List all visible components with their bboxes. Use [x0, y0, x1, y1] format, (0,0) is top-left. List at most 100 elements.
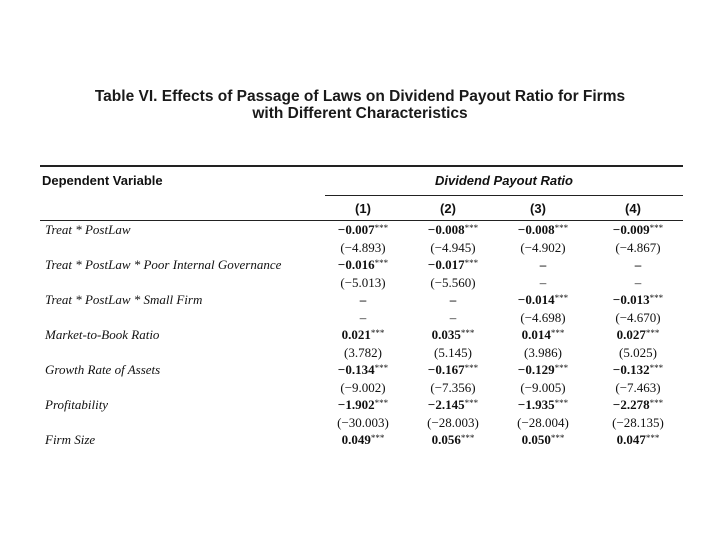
t-statistic-cell: (−30.003) — [337, 415, 389, 430]
significance-stars: *** — [370, 328, 385, 338]
t-statistic-cell: (−4.670) — [615, 310, 661, 325]
t-statistic-cell: (−9.005) — [520, 380, 566, 395]
row-label: Profitability — [45, 397, 109, 412]
table-title-line-2: with Different Characteristics — [252, 105, 468, 122]
coefficient-value: – — [359, 292, 367, 307]
row-label: Treat * PostLaw * Small Firm — [45, 292, 203, 307]
coefficient-value: – — [634, 257, 642, 272]
coefficient-cell: −0.017*** — [408, 257, 498, 273]
significance-stars: *** — [554, 293, 569, 303]
t-statistic-cell: (−28.004) — [517, 415, 569, 430]
coefficient-cell: – — [593, 257, 683, 273]
coefficient-cell: −0.014*** — [498, 292, 588, 308]
t-statistic-cell: (3.986) — [524, 345, 562, 360]
coefficient-value: −0.013 — [612, 292, 650, 307]
coefficient-value: −0.008 — [427, 222, 465, 237]
coefficient-cell: 0.021*** — [318, 327, 408, 343]
significance-stars: *** — [464, 363, 479, 373]
t-statistic-cell: (−9.002) — [340, 380, 386, 395]
t-statistic-cell: (−5.560) — [430, 275, 476, 290]
coefficient-cell: 0.049*** — [318, 432, 408, 448]
coefficient-cell: 0.035*** — [408, 327, 498, 343]
coefficient-cell: −0.013*** — [593, 292, 683, 308]
coefficient-cell: 0.027*** — [593, 327, 683, 343]
coefficient-cell: −1.935*** — [498, 397, 588, 413]
t-statistic-cell: – — [449, 310, 457, 325]
row-label: Growth Rate of Assets — [45, 362, 161, 377]
coefficient-value: −0.017 — [427, 257, 465, 272]
significance-stars: *** — [550, 433, 565, 443]
t-statistic-cell: – — [539, 275, 547, 290]
significance-stars: *** — [645, 328, 660, 338]
coefficient-cell: −0.134*** — [318, 362, 408, 378]
significance-stars: *** — [554, 398, 569, 408]
coefficient-value: – — [449, 292, 457, 307]
significance-stars: *** — [649, 223, 664, 233]
coefficient-cell: – — [498, 257, 588, 273]
coefficient-value: −0.016 — [337, 257, 375, 272]
t-statistic-cell: (−4.945) — [430, 240, 476, 255]
column-header-1: (1) — [355, 201, 371, 216]
row-label: Treat * PostLaw * Poor Internal Governan… — [45, 257, 282, 272]
header-rule — [40, 220, 683, 221]
coefficient-value: −0.132 — [612, 362, 650, 377]
coefficient-value: 0.047 — [616, 432, 646, 447]
coefficient-value: −0.007 — [337, 222, 375, 237]
column-header-2: (2) — [440, 201, 456, 216]
coefficient-cell: −0.129*** — [498, 362, 588, 378]
table-title: Table VI. Effects of Passage of Laws on … — [0, 88, 720, 122]
t-statistic-cell: (−4.698) — [520, 310, 566, 325]
coefficient-cell: 0.047*** — [593, 432, 683, 448]
coefficient-cell: −0.008*** — [498, 222, 588, 238]
t-statistic-cell: (5.025) — [619, 345, 657, 360]
column-header-4: (4) — [625, 201, 641, 216]
coefficient-cell: −0.008*** — [408, 222, 498, 238]
coefficient-value: −2.278 — [612, 397, 650, 412]
regression-table: Dependent Variable Dividend Payout Ratio… — [40, 165, 683, 465]
coefficient-value: −0.009 — [612, 222, 650, 237]
coefficient-value: −0.008 — [517, 222, 555, 237]
column-header-3: (3) — [530, 201, 546, 216]
t-statistic-cell: (−4.902) — [520, 240, 566, 255]
significance-stars: *** — [554, 223, 569, 233]
coefficient-cell: – — [408, 292, 498, 308]
coefficient-cell: −0.167*** — [408, 362, 498, 378]
significance-stars: *** — [374, 398, 389, 408]
row-label: Market-to-Book Ratio — [45, 327, 160, 342]
significance-stars: *** — [649, 398, 664, 408]
table-top-rule — [40, 165, 683, 167]
significance-stars: *** — [374, 363, 389, 373]
t-statistic-cell: – — [634, 275, 642, 290]
dependent-variable-header: Dependent Variable — [42, 173, 163, 188]
row-label: Firm Size — [45, 432, 96, 447]
coefficient-cell: −0.007*** — [318, 222, 408, 238]
t-statistic-cell: (−7.463) — [615, 380, 661, 395]
significance-stars: *** — [554, 363, 569, 373]
row-label: Treat * PostLaw — [45, 222, 131, 237]
significance-stars: *** — [374, 258, 389, 268]
t-statistic-cell: (−28.135) — [612, 415, 664, 430]
coefficient-value: 0.035 — [431, 327, 461, 342]
coefficient-cell: −0.009*** — [593, 222, 683, 238]
table-title-line-1: Table VI. Effects of Passage of Laws on … — [94, 88, 626, 105]
significance-stars: *** — [374, 223, 389, 233]
significance-stars: *** — [370, 433, 385, 443]
coefficient-value: 0.014 — [521, 327, 551, 342]
coefficient-cell: 0.050*** — [498, 432, 588, 448]
dividend-payout-ratio-header: Dividend Payout Ratio — [435, 173, 573, 188]
t-statistic-cell: – — [359, 310, 367, 325]
coefficient-value: −1.935 — [517, 397, 555, 412]
coefficient-cell: −2.145*** — [408, 397, 498, 413]
coefficient-value: −0.014 — [517, 292, 555, 307]
coefficient-cell: −1.902*** — [318, 397, 408, 413]
coefficient-value: −0.134 — [337, 362, 375, 377]
significance-stars: *** — [464, 398, 479, 408]
coefficient-value: −0.167 — [427, 362, 465, 377]
significance-stars: *** — [460, 433, 475, 443]
coefficient-value: 0.049 — [341, 432, 371, 447]
significance-stars: *** — [645, 433, 660, 443]
significance-stars: *** — [464, 258, 479, 268]
coefficient-cell: 0.014*** — [498, 327, 588, 343]
coefficient-cell: – — [318, 292, 408, 308]
coefficient-cell: −0.132*** — [593, 362, 683, 378]
